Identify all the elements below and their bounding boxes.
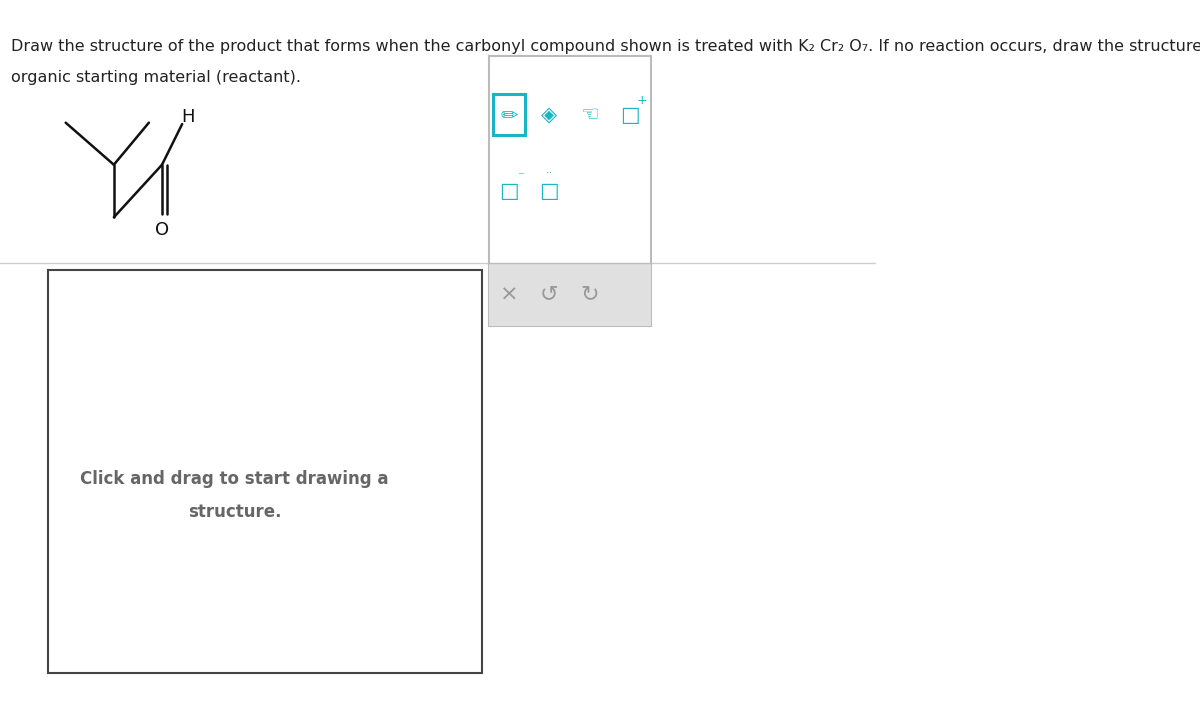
Text: Draw the structure of the product that forms when the carbonyl compound shown is: Draw the structure of the product that f… — [11, 39, 1200, 53]
Text: ×: × — [499, 285, 518, 304]
Text: H: H — [181, 108, 196, 126]
Text: ↻: ↻ — [581, 285, 599, 304]
Text: ☜: ☜ — [581, 105, 599, 125]
Text: +: + — [636, 93, 647, 107]
Text: ↺: ↺ — [540, 285, 559, 304]
Text: ◈: ◈ — [541, 105, 558, 125]
Text: structure.: structure. — [188, 503, 281, 521]
Text: organic starting material (reactant).: organic starting material (reactant). — [11, 70, 300, 85]
Text: □: □ — [540, 181, 559, 201]
Text: ⁻: ⁻ — [517, 170, 523, 184]
FancyBboxPatch shape — [48, 270, 481, 673]
FancyBboxPatch shape — [493, 95, 526, 135]
Text: O: O — [155, 221, 169, 239]
Text: ✏: ✏ — [500, 105, 517, 125]
Text: □: □ — [499, 181, 518, 201]
Text: Click and drag to start drawing a: Click and drag to start drawing a — [80, 470, 389, 489]
FancyBboxPatch shape — [488, 263, 650, 326]
FancyBboxPatch shape — [488, 56, 650, 326]
Text: □: □ — [620, 105, 641, 125]
Text: ··: ·· — [546, 168, 553, 178]
